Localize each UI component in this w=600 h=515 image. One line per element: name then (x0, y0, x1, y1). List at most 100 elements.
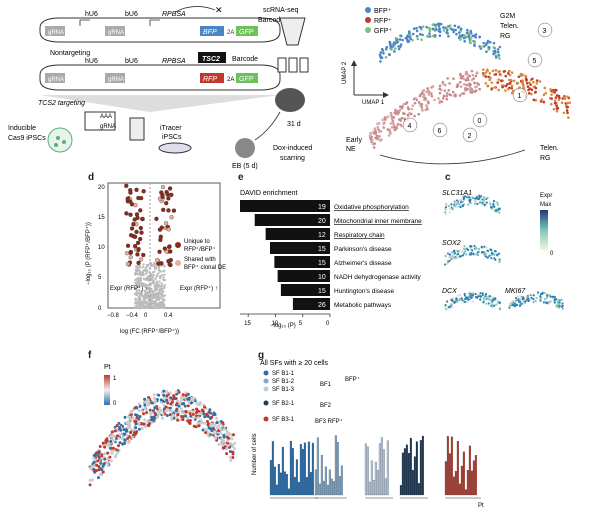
umap-cell (421, 95, 425, 99)
pseudotime-cell (134, 422, 138, 426)
pseudotime-cell (191, 399, 195, 403)
volcano-point (138, 236, 143, 242)
gene-cell (482, 296, 485, 300)
volcano-point (151, 279, 154, 282)
pseudotime-cell (153, 406, 157, 410)
volcano-point (138, 264, 142, 267)
gene-cell (477, 250, 480, 254)
pseudotime-cell (187, 400, 191, 404)
gene-cell (529, 298, 532, 302)
gene-cell (468, 200, 471, 203)
pseudotime-cell (220, 442, 224, 446)
pseudotime-cell (118, 432, 122, 436)
umap-cell (466, 78, 470, 82)
umap-cell (385, 45, 389, 49)
umap-cell (379, 129, 383, 133)
pseudotime-cell (147, 400, 151, 404)
gene-cell (508, 302, 511, 305)
volcano-point (153, 292, 156, 295)
pseudotime-cell (92, 460, 96, 464)
pseudotime-cell (105, 460, 109, 464)
volcano-point (161, 300, 165, 303)
pseudotime-cell (94, 469, 98, 473)
umap-cell (465, 31, 469, 35)
umap-cell (411, 38, 414, 42)
pseudotime-cell (165, 394, 169, 398)
pseudotime-cell (121, 435, 125, 439)
volcano-point (134, 282, 138, 285)
umap-cell (466, 76, 470, 80)
gene-cell (498, 259, 501, 262)
pseudotime-cell (184, 393, 188, 397)
cluster-label: 4 (408, 123, 412, 130)
svg-text:gRNA: gRNA (108, 77, 124, 83)
gene-cell (508, 306, 511, 309)
volcano-point (139, 273, 143, 277)
hist-bar (456, 441, 459, 496)
hist-bar (417, 483, 420, 496)
volcano-point (134, 268, 138, 271)
svg-text:scarring: scarring (280, 155, 305, 162)
volcano-point (132, 217, 137, 222)
pseudotime-cell (226, 436, 230, 440)
hist-bar (380, 437, 383, 496)
umap-cell (399, 119, 402, 122)
pseudotime-cell (168, 398, 172, 402)
cluster-label: 1 (518, 93, 522, 100)
umap-cell (379, 51, 383, 54)
umap-cell (425, 105, 429, 109)
volcano-point (157, 283, 160, 286)
volcano-point (138, 272, 141, 275)
pseudotime-cell (137, 421, 141, 425)
gene-cell (478, 195, 481, 198)
umap-cell (414, 96, 417, 100)
gene-cell (514, 302, 517, 305)
pseudotime-cell (140, 409, 144, 413)
umap-cell (544, 91, 548, 95)
gene-cell (543, 291, 546, 295)
umap-cell (473, 81, 476, 85)
volcano-point (163, 284, 166, 287)
legend-label: SF B2-1 (272, 401, 295, 407)
umap-cell (506, 72, 510, 75)
umap-cell (484, 75, 488, 78)
pseudotime-cell (150, 401, 154, 405)
umap-cell (379, 60, 382, 63)
gene-cell (472, 253, 475, 256)
gene-cell (536, 291, 540, 294)
legend-swatch (263, 370, 269, 376)
umap-cell (474, 33, 478, 36)
cluster-marker (512, 87, 528, 103)
gene-cell (462, 299, 465, 302)
volcano-point (160, 184, 166, 190)
pseudotime-cell (115, 434, 119, 438)
gene-cell (539, 299, 542, 302)
umap-cell (484, 71, 488, 74)
umap-cell (527, 91, 531, 95)
volcano-point (138, 269, 141, 272)
umap-cell (399, 43, 403, 46)
pseudotime-cell (137, 408, 141, 412)
umap-cell (461, 33, 464, 37)
svg-text:Number of cells: Number of cells (252, 433, 258, 475)
enrichment-bar (270, 242, 330, 254)
gene-cell (518, 295, 522, 298)
volcano-point (163, 286, 166, 289)
gene-cell (556, 300, 559, 303)
gene-cell (528, 293, 531, 296)
gene-cell (452, 205, 455, 209)
enrichment-bar (274, 256, 330, 268)
gene-cell (495, 253, 499, 256)
gene-cell (532, 298, 535, 301)
gene-cell (473, 199, 476, 202)
hist-bar (297, 481, 300, 496)
gene-cell (490, 256, 493, 260)
umap-cell (506, 82, 509, 86)
gene-cell (455, 249, 458, 252)
pseudotime-cell (222, 427, 226, 431)
legend-swatch (263, 416, 269, 422)
pseudotime-cell (177, 404, 181, 408)
volcano-point (139, 266, 142, 269)
hist-bar (446, 436, 449, 496)
pseudotime-cell (198, 401, 202, 405)
